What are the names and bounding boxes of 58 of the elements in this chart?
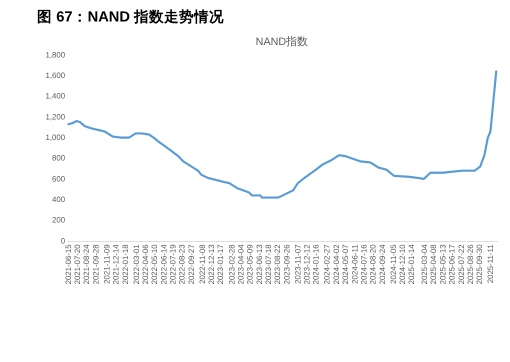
x-tick-label: 2023-06-13 (254, 244, 264, 284)
x-tick-label: 2021-11-09 (102, 244, 112, 284)
x-tick-label: 2025-07-22 (456, 244, 466, 284)
x-tick-label: 2022-12-13 (207, 244, 216, 284)
x-tick-label: 2024-06-11 (350, 244, 360, 284)
x-tick-label: 2025-04-08 (429, 244, 438, 284)
x-tick-label: 2023-11-07 (293, 244, 302, 284)
x-tick-label: 2024-08-20 (368, 244, 378, 284)
x-tick-label: 2024-05-07 (341, 244, 350, 284)
x-tick-label: 2025-03-04 (420, 244, 430, 284)
x-tick-label: 2025-09-30 (475, 244, 484, 284)
x-tick-label: 2022-05-10 (150, 244, 160, 284)
x-tick-label: 2021-06-15 (64, 244, 73, 284)
x-tick-label: 2022-01-18 (120, 244, 130, 284)
y-tick-label: 0 (60, 236, 66, 246)
x-tick-label: 2023-08-22 (273, 244, 282, 284)
x-tick-label: 2022-08-23 (178, 244, 187, 284)
x-tick-label: 2022-03-01 (132, 244, 141, 284)
x-tick-label: 2024-07-16 (359, 244, 368, 284)
x-tick-label: 2024-09-24 (378, 244, 387, 284)
line-series (67, 70, 498, 199)
x-tick-label: 2024-01-16 (312, 244, 321, 284)
x-tick-label: 2023-12-12 (302, 244, 312, 284)
x-tick-label: 2022-04-06 (141, 244, 150, 284)
x-tick-label: 2023-05-09 (246, 244, 255, 284)
y-tick-label: 600 (52, 174, 66, 184)
y-tick-label: 1,400 (46, 92, 66, 101)
x-tick-label: 2022-07-19 (168, 244, 178, 284)
x-tick-label: 2023-02-28 (227, 244, 236, 284)
y-tick-label: 1,200 (46, 112, 66, 122)
y-tick-label: 200 (52, 216, 66, 225)
x-tick-label: 2024-11-05 (388, 244, 398, 284)
x-tick-label: 2023-01-17 (216, 244, 226, 284)
x-tick-label: 2025-11-11 (486, 244, 496, 284)
x-tick-label: 2024-04-02 (332, 244, 341, 284)
x-tick-label: 2023-04-04 (236, 244, 246, 284)
x-tick-label: 2025-05-13 (438, 244, 448, 284)
x-tick-label: 2022-11-08 (198, 244, 207, 284)
x-tick-label: 2022-09-27 (186, 244, 196, 284)
y-tick-label: 1,600 (46, 71, 66, 80)
y-tick-label: 400 (52, 195, 66, 204)
x-tick-label: 2021-08-24 (82, 244, 92, 284)
chart-title: NAND指数 (256, 36, 308, 48)
x-tick-label: 2024-12-10 (398, 244, 408, 284)
y-tick-label: 1,000 (46, 133, 66, 142)
x-tick-label: 2022-06-14 (159, 244, 168, 284)
caption: 图 67：NAND 指数走势情况 (37, 8, 226, 26)
x-tick-label: 2021-07-20 (73, 244, 82, 284)
x-tick-label: 2025-01-14 (407, 244, 416, 284)
y-tick-label: 800 (52, 154, 66, 163)
x-tick-label: 2023-07-18 (264, 244, 273, 284)
x-tick-label: 2025-06-17 (448, 244, 457, 284)
y-tick-label: 1,800 (46, 50, 66, 60)
x-tick-label: 2024-02-27 (322, 244, 332, 284)
x-tick-label: 2021-09-28 (91, 244, 100, 284)
x-tick-label: 2025-08-26 (466, 244, 475, 284)
x-tick-label: 2021-12-14 (112, 244, 121, 284)
x-tick-label: 2023-09-26 (282, 244, 292, 284)
